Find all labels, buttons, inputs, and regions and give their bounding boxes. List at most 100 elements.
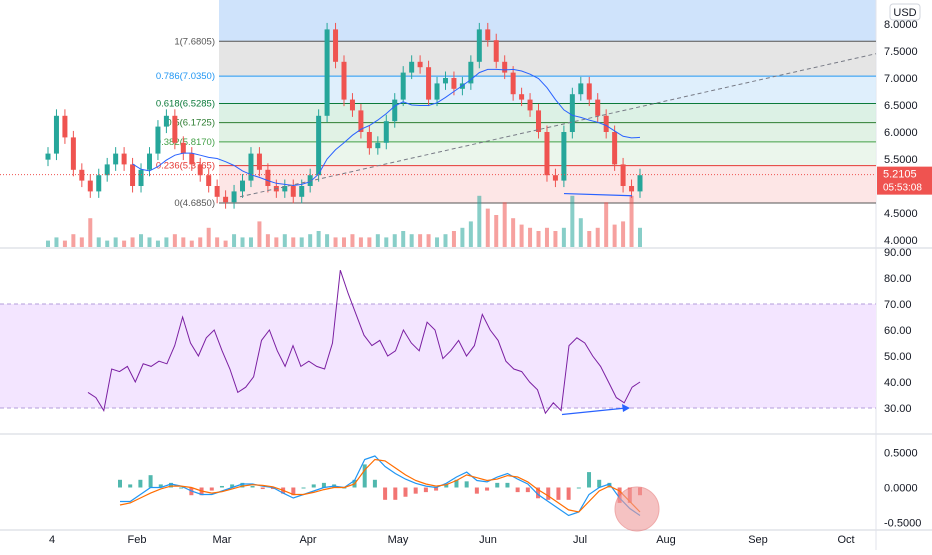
volume-bar [350, 234, 355, 247]
macd-histogram-bar [291, 487, 296, 496]
macd-histogram-bar [454, 479, 459, 488]
volume-bar [122, 240, 127, 247]
macd-histogram-bar [148, 475, 153, 488]
candle-body [536, 110, 542, 132]
trend-line [239, 53, 877, 198]
macd-histogram-bar [362, 464, 367, 488]
candle-body [146, 153, 152, 170]
time-axis-tick: Aug [656, 534, 676, 546]
candle-body [180, 142, 186, 154]
volume-bar [88, 218, 93, 247]
rsi-axis-tick: 50.00 [884, 351, 912, 363]
macd-histogram-bar [474, 487, 479, 494]
time-axis-tick: 4 [49, 534, 55, 546]
candle-body [96, 175, 102, 192]
macd-histogram-bar [444, 484, 449, 488]
candle-body [366, 132, 372, 149]
fib-extension-zone [219, 0, 876, 42]
candle-body [290, 186, 296, 197]
macd-histogram-bar [219, 485, 224, 488]
axes: 8.00007.50007.00006.50006.00005.50005.00… [49, 3, 932, 546]
macd-line [120, 455, 641, 517]
candle-body [214, 186, 220, 197]
annotations[interactable] [561, 404, 660, 532]
rsi-axis-tick: 40.00 [884, 377, 912, 389]
candle-body [434, 83, 440, 100]
rsi-line [87, 270, 641, 415]
time-axis-tick: Feb [128, 534, 147, 546]
macd-histogram-bar [250, 485, 255, 488]
volume-bar [528, 227, 533, 247]
volume-bar [384, 237, 389, 247]
macd-histogram-bar [270, 487, 275, 490]
rsi-divergence-line [561, 407, 627, 416]
volume-bar [248, 237, 253, 247]
time-axis-tick: Mar [213, 534, 232, 546]
candle-body [256, 153, 262, 170]
volume-bar [282, 234, 287, 247]
volume-bar [485, 208, 490, 247]
candle-body [172, 115, 178, 143]
volume-bar [316, 231, 321, 247]
candle-body [79, 169, 85, 181]
volume-bar [147, 237, 152, 247]
price-axis-tick: 8.0000 [884, 19, 918, 31]
candle-body [206, 175, 212, 186]
fib-level-label: 0.382(5.8170) [156, 137, 215, 148]
candle-body [70, 137, 76, 170]
candle-body [316, 115, 322, 176]
volume-bar [105, 240, 110, 247]
volume-bar [519, 224, 524, 247]
candle-body [45, 153, 51, 160]
macd-histogram-bar [209, 487, 214, 491]
volume-bar [578, 218, 583, 247]
candle-body [231, 191, 237, 203]
volume-bar [435, 237, 440, 247]
candle-body [569, 94, 575, 132]
candle-body [248, 153, 254, 181]
candle-body [561, 132, 567, 181]
macd-histogram-bar [423, 487, 428, 493]
volume-bar [155, 240, 160, 247]
candle-body [620, 164, 626, 186]
volume-bar [612, 224, 617, 247]
macd-histogram-bar [118, 479, 122, 488]
volume-bar [139, 234, 144, 247]
volume-bar [494, 215, 499, 247]
macd-histogram-bar [138, 479, 143, 488]
volume-bar [164, 237, 169, 247]
macd-histogram-bar [321, 482, 326, 488]
candle-body [62, 115, 68, 138]
fib-band [219, 41, 876, 77]
current-price-value: 5.2105 [883, 169, 917, 181]
macd-axis-tick: 0.0000 [884, 483, 918, 495]
fibonacci-retracement[interactable]: 1(7.6805) 0.786(7.0350) 0.618(6.5285) 0.5(6… [156, 36, 876, 209]
volume-bar [375, 234, 380, 247]
time-axis-tick: Oct [837, 534, 854, 546]
candle-body [426, 67, 432, 100]
macd-histogram-bar [260, 487, 265, 490]
macd-panel [118, 455, 642, 517]
macd-histogram-bar [383, 487, 388, 500]
volume-bar [130, 237, 135, 247]
volume-bar [621, 221, 626, 247]
candle-body [87, 180, 93, 192]
support-line [563, 192, 633, 197]
macd-histogram-bar [566, 487, 571, 500]
price-axis-tick: 4.0000 [884, 235, 918, 247]
volume-bar [96, 237, 101, 247]
volume-bar [587, 231, 592, 247]
time-axis-tick: Jul [573, 534, 587, 546]
volume-bar [265, 234, 270, 247]
candle-body [578, 83, 584, 95]
candle-body [375, 142, 381, 149]
candle-body [400, 72, 406, 100]
candle-body [265, 169, 271, 186]
candle-body [527, 99, 533, 111]
candle-body [358, 110, 364, 132]
fib-level-label: 0.236(5.3765) [156, 161, 215, 172]
rsi-axis-tick: 90.00 [884, 247, 912, 259]
macd-histogram-bar [168, 482, 173, 488]
macd-histogram-bar [546, 487, 551, 500]
